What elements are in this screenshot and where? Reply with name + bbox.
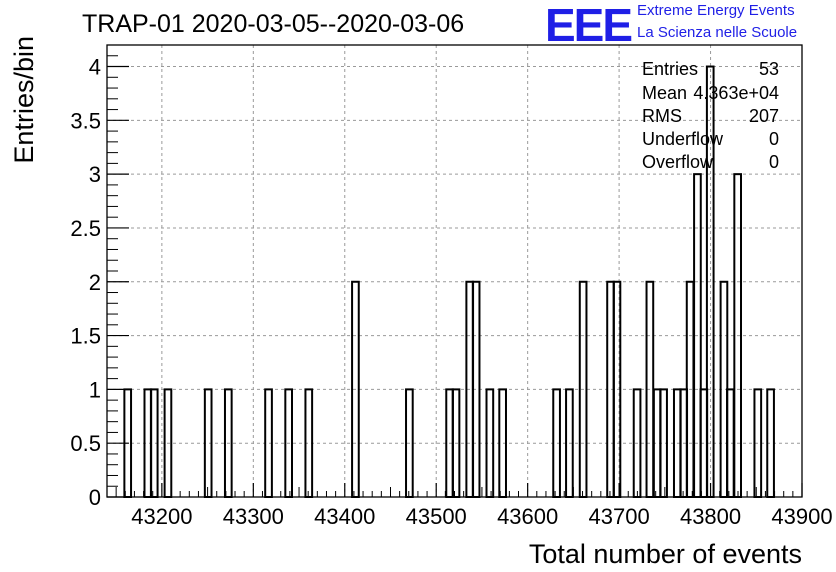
eee-logo-text: EEE	[545, 0, 633, 51]
x-tick-label: 43400	[314, 504, 375, 529]
y-tick-label: 1.5	[70, 324, 101, 349]
stat-overflow-label: Overflow	[642, 152, 714, 172]
stat-underflow-value: 0	[768, 129, 779, 149]
logo-caption-line2: La Scienza nelle Scuole	[637, 24, 798, 41]
x-tick-label: 43700	[589, 504, 650, 529]
stat-rms-label: RMS	[642, 106, 682, 126]
y-tick-label: 3.5	[70, 108, 101, 133]
stat-entries-label: Entries	[642, 59, 699, 79]
y-tick-label: 4	[89, 55, 101, 80]
stat-overflow-value: 0	[768, 152, 779, 172]
x-tick-label: 43500	[406, 504, 467, 529]
stat-entries-value: 53	[758, 59, 779, 79]
stat-mean-value: 4.363e+04	[693, 83, 779, 103]
y-tick-label: 1	[89, 377, 101, 402]
y-tick-label: 3	[89, 162, 101, 187]
x-tick-label: 43200	[131, 504, 192, 529]
stat-underflow-label: Underflow	[642, 129, 724, 149]
x-tick-label: 43800	[680, 504, 741, 529]
chart-title: TRAP-01 2020-03-05--2020-03-06	[82, 10, 465, 38]
y-axis-label: Entries/bin	[9, 36, 39, 164]
tick-labels: 43200 43300 43400 43500 43600 43700 43800 43900…	[70, 55, 832, 529]
y-tick-label: 0	[89, 485, 101, 510]
y-tick-label: 2	[89, 270, 101, 295]
x-axis-label: Total number of events	[529, 539, 802, 569]
stat-rms-value: 207	[748, 106, 779, 126]
stat-mean-label: Mean	[642, 83, 688, 103]
x-tick-label: 43900	[771, 504, 832, 529]
x-tick-label: 43300	[223, 504, 284, 529]
axis-ticks	[107, 55, 803, 498]
logo-caption-line1: Extreme Energy Events	[637, 2, 795, 19]
y-tick-label: 0.5	[70, 431, 101, 456]
eee-logo: EEE	[545, 0, 633, 51]
x-tick-label: 43600	[497, 504, 558, 529]
y-tick-label: 2.5	[70, 216, 101, 241]
